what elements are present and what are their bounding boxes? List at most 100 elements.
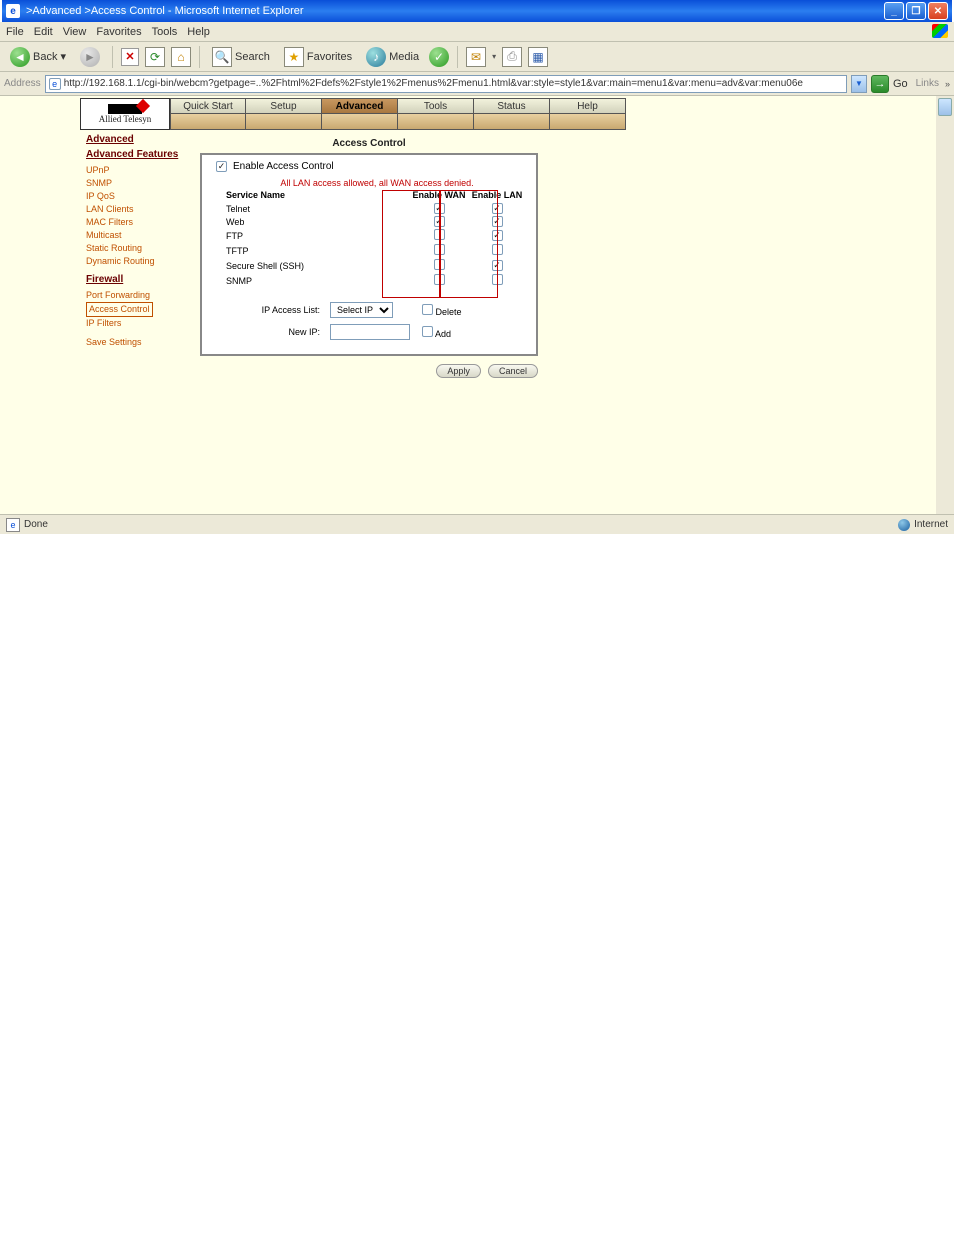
forward-icon: ► bbox=[80, 47, 100, 67]
wan-checkbox[interactable] bbox=[434, 203, 445, 214]
lan-checkbox[interactable] bbox=[492, 216, 503, 227]
ip-list-select[interactable]: Select IP bbox=[330, 302, 393, 318]
favorites-button[interactable]: ★ Favorites bbox=[280, 45, 356, 69]
menu-favorites[interactable]: Favorites bbox=[96, 26, 141, 38]
status-done: Done bbox=[24, 519, 48, 530]
add-checkbox[interactable] bbox=[422, 326, 433, 337]
brand-logo-box: Allied Telesyn bbox=[80, 98, 170, 130]
lan-checkbox[interactable] bbox=[492, 260, 503, 271]
back-label: Back bbox=[33, 51, 57, 63]
search-button[interactable]: 🔍 Search bbox=[208, 45, 274, 69]
maximize-button[interactable]: ❐ bbox=[906, 2, 926, 20]
sidebar: Advanced Advanced Features UPnP SNMP IP … bbox=[80, 132, 200, 378]
sidebar-item-save-settings[interactable]: Save Settings bbox=[86, 336, 200, 349]
ip-list-label: IP Access List: bbox=[214, 300, 324, 320]
address-label: Address bbox=[4, 78, 41, 89]
address-input[interactable]: e http://192.168.1.1/cgi-bin/webcm?getpa… bbox=[45, 75, 847, 93]
table-row: Web bbox=[212, 215, 526, 228]
main-row: Advanced Advanced Features UPnP SNMP IP … bbox=[80, 132, 936, 378]
access-notice: All LAN access allowed, all WAN access d… bbox=[228, 178, 526, 188]
panel-title: Access Control bbox=[200, 132, 538, 153]
toolbar-sep bbox=[112, 46, 113, 68]
status-zone: Internet bbox=[914, 519, 948, 530]
service-table: Service Name Enable WAN Enable LAN Telne… bbox=[212, 190, 526, 288]
scroll-up-button[interactable] bbox=[938, 98, 952, 116]
tab-quick-start[interactable]: Quick Start bbox=[170, 98, 246, 114]
links-label: Links bbox=[916, 78, 939, 89]
tab-setup[interactable]: Setup bbox=[246, 98, 322, 114]
forward-button[interactable]: ► bbox=[76, 45, 104, 69]
toolbar-sep-3 bbox=[457, 46, 458, 68]
wan-checkbox[interactable] bbox=[434, 229, 445, 240]
service-name: FTP bbox=[212, 228, 410, 243]
table-row: FTP bbox=[212, 228, 526, 243]
stop-button[interactable]: ✕ bbox=[121, 48, 139, 66]
page-root: e >Advanced >Access Control - Microsoft … bbox=[0, 0, 954, 1214]
menu-file[interactable]: File bbox=[6, 26, 24, 38]
lan-checkbox[interactable] bbox=[492, 274, 503, 285]
delete-checkbox[interactable] bbox=[422, 304, 433, 315]
media-button[interactable]: ♪ Media bbox=[362, 45, 423, 69]
sidebar-item-static-routing[interactable]: Static Routing bbox=[86, 242, 200, 255]
wan-checkbox[interactable] bbox=[434, 216, 445, 227]
mail-drop-icon: ▾ bbox=[492, 52, 496, 61]
ie-icon: e bbox=[6, 4, 20, 18]
service-grid: Service Name Enable WAN Enable LAN Telne… bbox=[212, 190, 526, 288]
lan-checkbox[interactable] bbox=[492, 230, 503, 241]
edit-button[interactable]: ▦ bbox=[528, 47, 548, 67]
menu-view[interactable]: View bbox=[63, 26, 87, 38]
wan-checkbox[interactable] bbox=[434, 244, 445, 255]
history-button[interactable]: ✓ bbox=[429, 47, 449, 67]
new-ip-input[interactable] bbox=[330, 324, 410, 340]
print-button[interactable]: ⎙ bbox=[502, 47, 522, 67]
apply-button[interactable]: Apply bbox=[436, 364, 481, 378]
button-row: Apply Cancel bbox=[200, 364, 538, 378]
media-label: Media bbox=[389, 51, 419, 63]
close-button[interactable]: ✕ bbox=[928, 2, 948, 20]
sidebar-item-ipqos[interactable]: IP QoS bbox=[86, 190, 200, 203]
sidebar-item-dynamic-routing[interactable]: Dynamic Routing bbox=[86, 255, 200, 268]
address-drop-icon[interactable]: ▼ bbox=[851, 75, 867, 93]
tab-help[interactable]: Help bbox=[550, 98, 626, 114]
sidebar-item-ip-filters[interactable]: IP Filters bbox=[86, 317, 200, 330]
table-row: Telnet bbox=[212, 202, 526, 215]
header-lan: Enable LAN bbox=[468, 190, 526, 202]
tab-underbar bbox=[170, 114, 936, 130]
media-icon: ♪ bbox=[366, 47, 386, 67]
sidebar-item-lan-clients[interactable]: LAN Clients bbox=[86, 203, 200, 216]
sidebar-item-port-forwarding[interactable]: Port Forwarding bbox=[86, 289, 200, 302]
wan-checkbox[interactable] bbox=[434, 259, 445, 270]
tab-tools[interactable]: Tools bbox=[398, 98, 474, 114]
sidebar-item-upnp[interactable]: UPnP bbox=[86, 164, 200, 177]
address-url: http://192.168.1.1/cgi-bin/webcm?getpage… bbox=[64, 78, 843, 89]
done-icon: e bbox=[6, 518, 20, 532]
go-label: Go bbox=[893, 78, 908, 90]
sidebar-item-snmp[interactable]: SNMP bbox=[86, 177, 200, 190]
menu-edit[interactable]: Edit bbox=[34, 26, 53, 38]
menu-tools[interactable]: Tools bbox=[152, 26, 178, 38]
lan-checkbox[interactable] bbox=[492, 244, 503, 255]
minimize-button[interactable]: _ bbox=[884, 2, 904, 20]
menu-help[interactable]: Help bbox=[187, 26, 210, 38]
sidebar-item-multicast[interactable]: Multicast bbox=[86, 229, 200, 242]
enable-checkbox[interactable] bbox=[216, 161, 227, 172]
refresh-button[interactable]: ⟳ bbox=[145, 47, 165, 67]
back-button[interactable]: ◄ Back ▾ bbox=[6, 45, 70, 69]
home-button[interactable]: ⌂ bbox=[171, 47, 191, 67]
lan-checkbox[interactable] bbox=[492, 203, 503, 214]
sidebar-item-mac-filters[interactable]: MAC Filters bbox=[86, 216, 200, 229]
table-row: TFTP bbox=[212, 243, 526, 258]
header-service: Service Name bbox=[212, 190, 410, 202]
address-bar: Address e http://192.168.1.1/cgi-bin/web… bbox=[0, 72, 954, 96]
mail-button[interactable]: ✉ bbox=[466, 47, 486, 67]
sidebar-item-access-control[interactable]: Access Control bbox=[86, 302, 153, 317]
wan-checkbox[interactable] bbox=[434, 274, 445, 285]
links-chevron-icon: » bbox=[945, 79, 950, 89]
tab-status[interactable]: Status bbox=[474, 98, 550, 114]
windows-flag-icon bbox=[932, 24, 948, 38]
window-title: >Advanced >Access Control - Microsoft In… bbox=[26, 5, 304, 17]
tab-advanced[interactable]: Advanced bbox=[322, 98, 398, 114]
go-button[interactable]: → bbox=[871, 75, 889, 93]
table-row: SNMP bbox=[212, 273, 526, 288]
cancel-button[interactable]: Cancel bbox=[488, 364, 538, 378]
